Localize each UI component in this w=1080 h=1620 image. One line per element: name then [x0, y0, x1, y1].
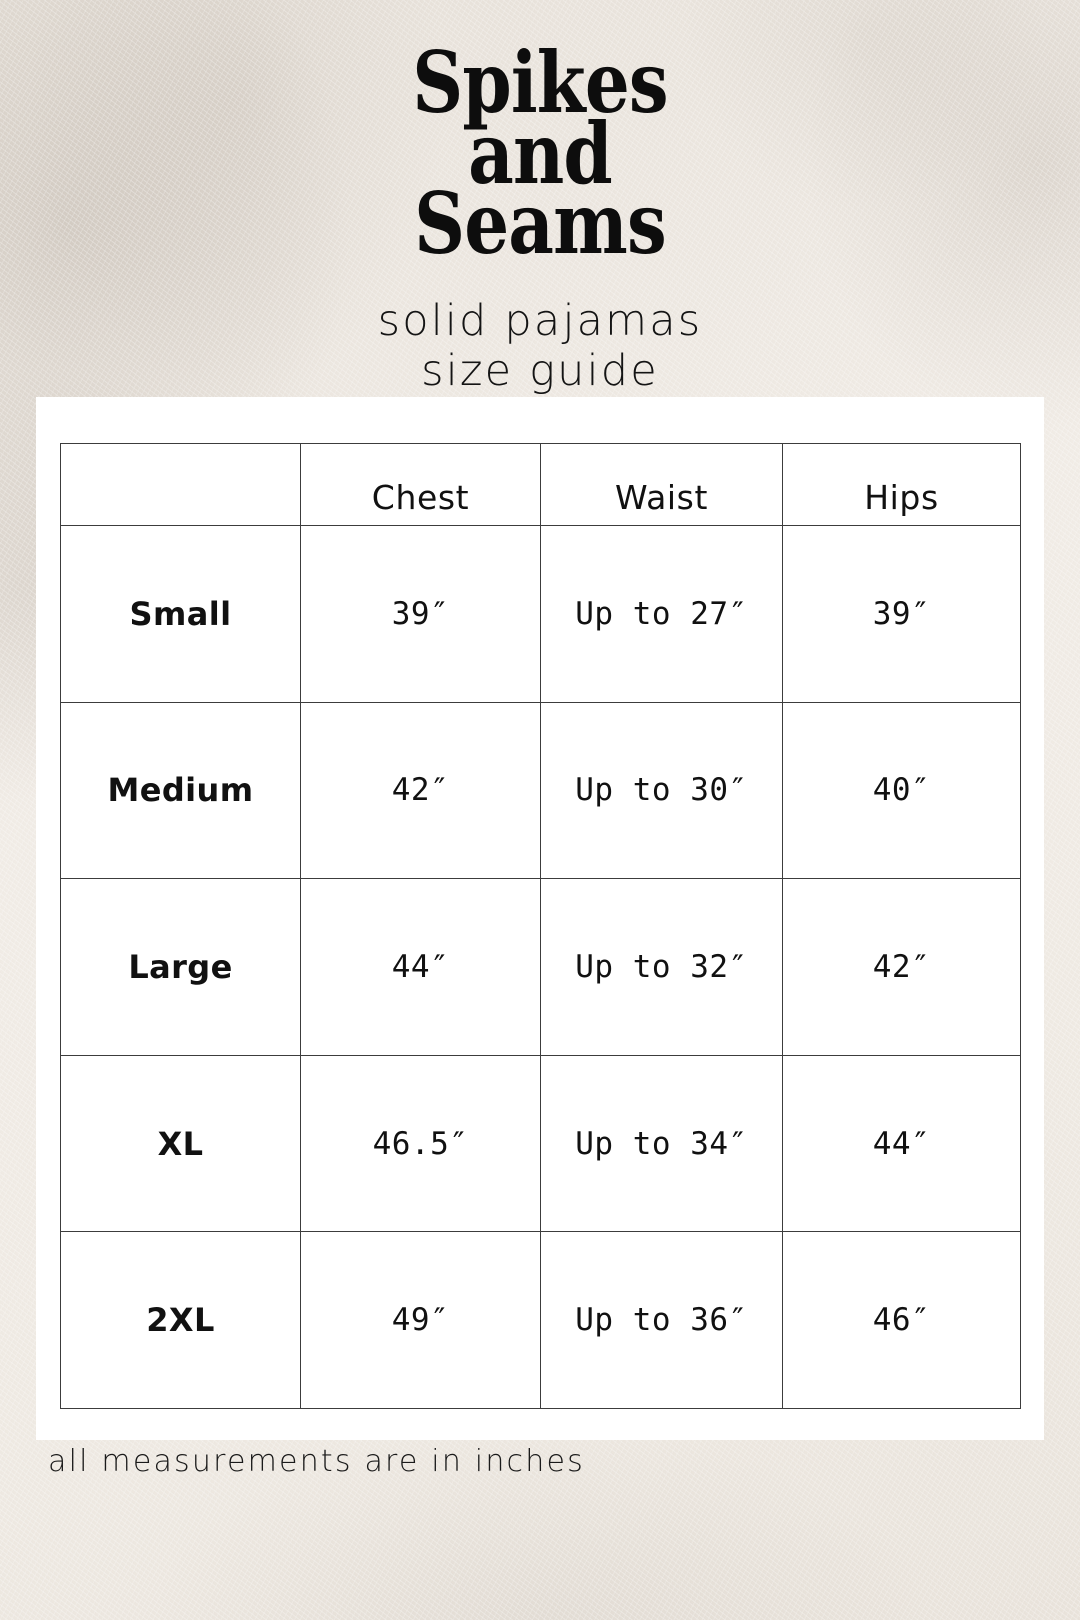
table-row: XL 46.5″ Up to 34″ 44″ [60, 1054, 1021, 1233]
header: Spikes and Seams solid pajamas size guid… [0, 0, 1080, 397]
table-row: Small 39″ Up to 27″ 39″ [60, 525, 1021, 703]
column-header-waist: Waist [540, 443, 783, 526]
size-chart-table: Chest Waist Hips Small 39″ Up to 27″ 39″… [60, 443, 1021, 1409]
cell-waist: Up to 27″ [540, 525, 783, 703]
subtitle-line-2: size guide [421, 346, 659, 397]
page-subtitle: solid pajamas size guide [0, 260, 1080, 397]
table-body: Small 39″ Up to 27″ 39″ Medium 42″ Up to… [60, 525, 1021, 1409]
cell-size: Large [60, 878, 301, 1056]
cell-size: 2XL [60, 1231, 301, 1409]
table-row: 2XL 49″ Up to 36″ 46″ [60, 1231, 1021, 1409]
brand-title: Spikes and Seams [86, 0, 993, 274]
cell-size: Medium [60, 701, 301, 880]
cell-chest: 49″ [300, 1231, 541, 1409]
cell-chest: 46.5″ [300, 1054, 541, 1233]
column-header-size [60, 443, 301, 526]
cell-waist: Up to 34″ [540, 1054, 783, 1233]
measurement-note: all measurements are in inches [48, 1444, 585, 1479]
table-row: Medium 42″ Up to 30″ 40″ [60, 701, 1021, 880]
column-header-chest: Chest [300, 443, 541, 526]
brand-title-line-1: Spikes [412, 33, 668, 132]
cell-chest: 42″ [300, 701, 541, 880]
cell-size: Small [60, 525, 301, 703]
cell-hips: 40″ [782, 701, 1021, 880]
cell-size: XL [60, 1054, 301, 1233]
cell-hips: 42″ [782, 878, 1021, 1056]
cell-hips: 44″ [782, 1054, 1021, 1233]
column-header-hips: Hips [782, 443, 1021, 526]
subtitle-line-1: solid pajamas [377, 295, 703, 346]
cell-waist: Up to 30″ [540, 701, 783, 880]
table-header-row: Chest Waist Hips [60, 443, 1021, 526]
cell-chest: 44″ [300, 878, 541, 1056]
cell-chest: 39″ [300, 525, 541, 703]
cell-hips: 46″ [782, 1231, 1021, 1409]
cell-hips: 39″ [782, 525, 1021, 703]
cell-waist: Up to 36″ [540, 1231, 783, 1409]
brand-title-line-2: and [468, 103, 613, 203]
cell-waist: Up to 32″ [540, 878, 783, 1056]
table-header: Chest Waist Hips [60, 443, 1021, 526]
table-row: Large 44″ Up to 32″ 42″ [60, 878, 1021, 1056]
brand-title-line-3: Seams [414, 174, 667, 274]
